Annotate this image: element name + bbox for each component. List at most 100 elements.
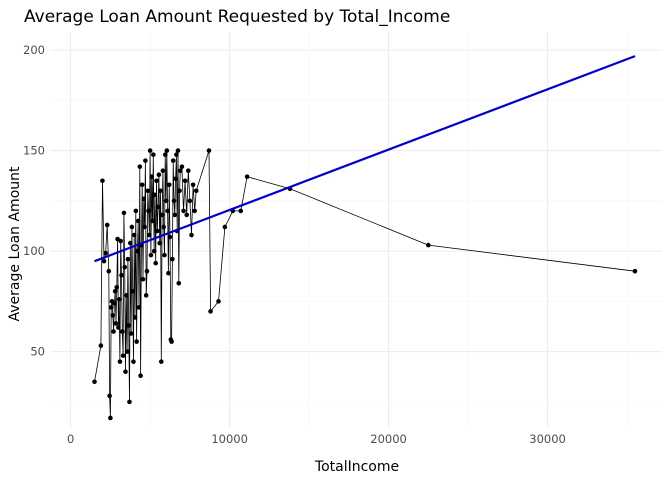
y-axis-title: Average Loan Amount [7,166,23,321]
data-point [126,323,131,328]
data-point [145,188,151,194]
data-point [181,208,186,214]
data-point [131,232,137,238]
data-point [171,198,177,204]
plot-series [92,55,638,421]
data-point [104,222,110,228]
data-point [135,248,140,254]
data-point [177,188,182,194]
data-point [112,301,117,306]
data-point [166,182,172,188]
data-point [139,182,145,188]
data-point [111,329,116,334]
data-point [101,258,107,264]
data-point [161,224,166,230]
data-point [110,313,116,318]
data-point [100,178,105,184]
data-point [147,232,152,238]
data-point [166,270,171,276]
data-point [192,208,197,214]
data-point [165,208,170,214]
data-point [146,208,151,214]
data-point [176,280,182,286]
data-point [216,299,221,304]
data-point [92,379,97,385]
data-point [150,218,155,224]
data-point [162,252,167,258]
y-tick-label: 200 [23,43,45,57]
data-point [116,325,121,330]
data-point [170,158,176,163]
data-point [152,192,158,198]
axis-ticks: 0 10000 20000 30000 50 100 150 200 [23,43,566,446]
data-point [133,208,139,214]
data-point [174,152,179,157]
data-point [190,182,196,188]
data-point [134,339,139,344]
data-point [108,305,114,310]
data-point [118,238,124,244]
data-point [119,272,124,278]
data-point [189,232,194,238]
data-point [238,208,244,214]
data-point [157,240,162,246]
data-point [131,359,136,364]
data-point [193,188,199,194]
y-tick-label: 50 [30,345,45,359]
data-point [153,260,159,266]
data-point [158,359,164,364]
data-point [178,168,183,174]
data-point [244,174,250,180]
data-point [123,369,128,375]
data-point [154,178,159,184]
data-point [98,343,104,348]
data-point [121,210,127,216]
data-point [113,321,119,326]
trend-line [94,55,636,263]
data-point [162,152,168,157]
data-point [184,212,190,218]
data-point [156,172,162,178]
data-point [426,242,431,248]
data-point [127,399,132,405]
data-point [114,284,120,290]
data-point [151,152,156,157]
data-point [124,349,130,354]
x-tick-label: 0 [67,432,74,446]
data-point [206,148,212,153]
data-point [169,339,174,344]
data-point [208,309,213,314]
data-point [122,264,128,270]
data-point [222,224,228,230]
data-point [175,148,181,153]
data-point [154,228,160,234]
x-axis-title: TotalIncome [314,459,399,475]
chart-title: Average Loan Amount Requested by Total_I… [24,7,450,27]
data-point [124,293,129,298]
data-point [148,252,154,258]
x-tick-label: 30000 [529,432,566,446]
data-point [136,305,142,310]
data-point [172,212,178,218]
data-point [179,164,185,169]
data-point [167,234,173,240]
data-point [143,158,148,163]
plot-grid [50,32,662,428]
data-point [159,212,165,218]
data-point [632,268,638,274]
data-point [132,315,138,320]
data-point [125,256,131,262]
data-point [160,168,166,174]
data-point [137,164,143,169]
data-point [170,256,175,262]
data-point [138,373,143,379]
data-point [185,168,191,174]
data-point [164,148,170,153]
data-point [140,276,146,282]
data-point [117,359,123,364]
data-point [127,240,133,246]
x-tick-label: 10000 [211,432,248,446]
data-point [158,188,163,194]
data-point [182,178,188,184]
